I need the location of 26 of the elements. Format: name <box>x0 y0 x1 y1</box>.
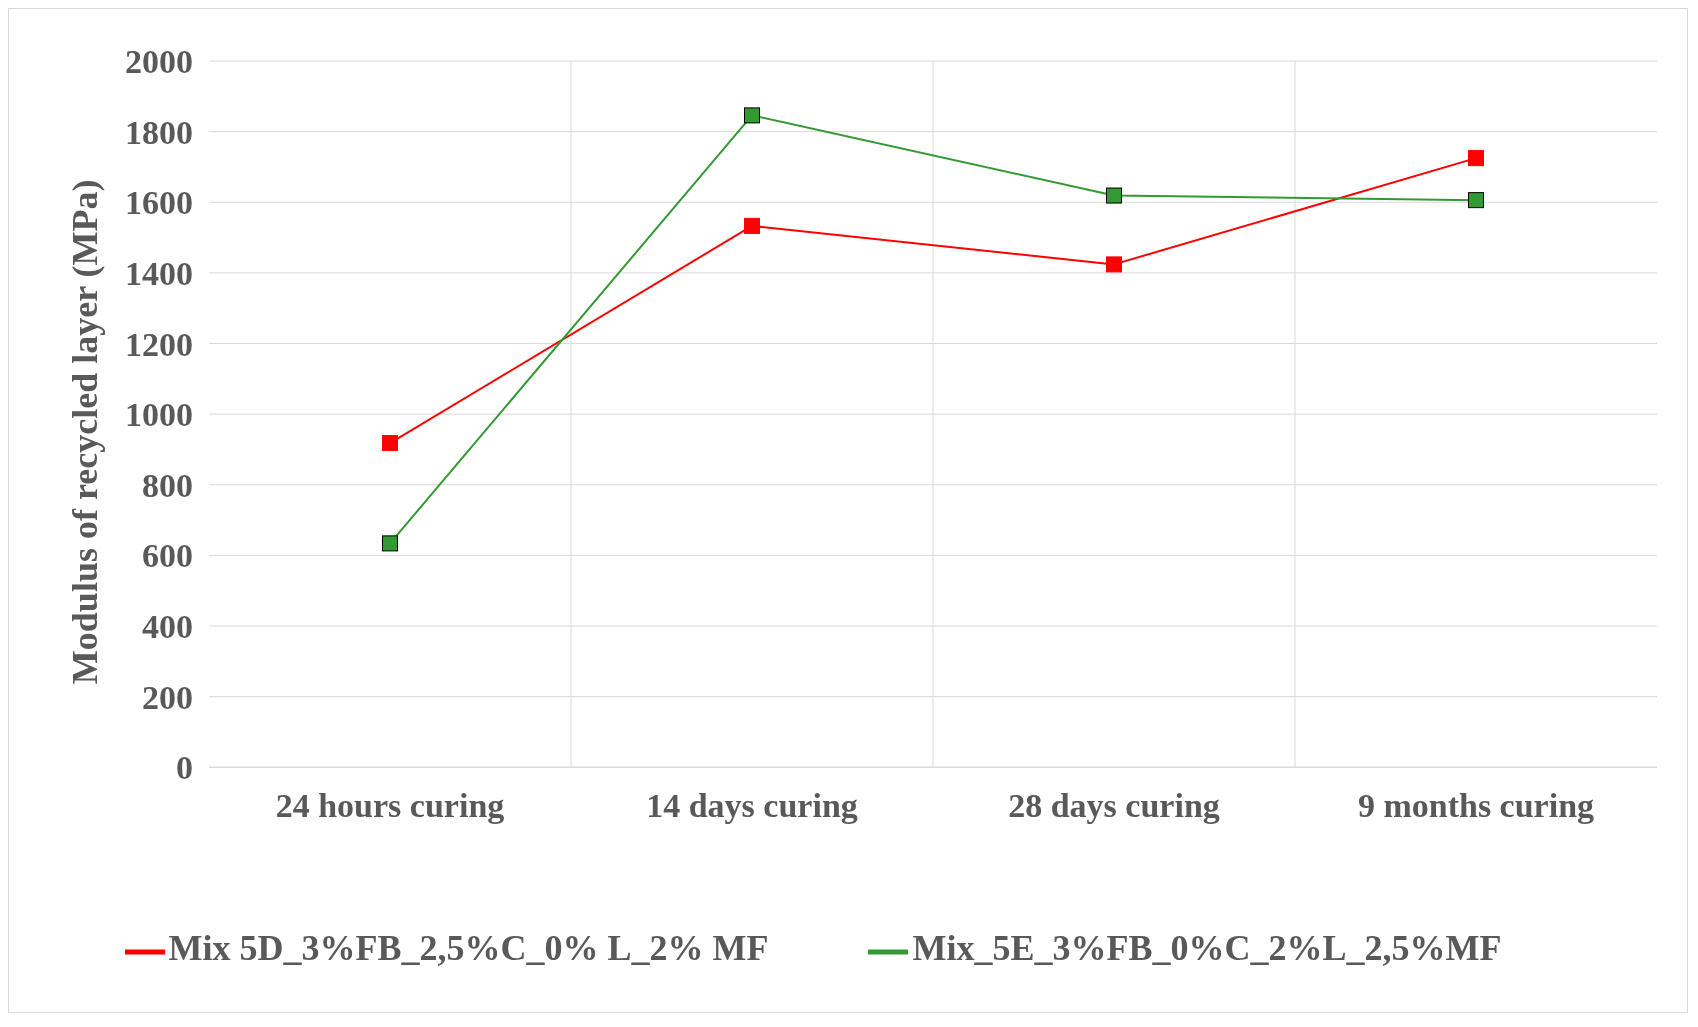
y-tick-label: 200 <box>142 678 193 716</box>
point <box>382 435 398 452</box>
point <box>744 107 760 124</box>
legend-label: Mix_5E_3%FB_0%C_2%L_2,5%MF <box>912 928 1502 969</box>
y-tick-label: 2000 <box>125 43 193 81</box>
point <box>744 217 760 234</box>
point <box>1468 192 1484 209</box>
x-tick-label: 14 days curing <box>646 787 858 825</box>
point <box>1468 150 1484 167</box>
y-tick-label: 1000 <box>125 396 193 434</box>
x-tick-label: 24 hours curing <box>275 787 505 825</box>
y-tick-label: 0 <box>176 749 193 787</box>
y-tick-label: 1800 <box>125 113 193 151</box>
x-tick-label: 28 days curing <box>1008 787 1220 825</box>
y-tick-label: 1600 <box>125 184 193 222</box>
x-tick-label: 9 months curing <box>1357 787 1595 825</box>
y-tick-label: 800 <box>142 466 193 504</box>
y-tick-label: 600 <box>142 537 193 575</box>
y-tick-label: 1400 <box>125 254 193 292</box>
point <box>382 535 398 552</box>
y-tick-label: 400 <box>142 608 193 646</box>
y-tick-label: 1200 <box>125 325 193 363</box>
y-axis-title: Modulus of recycled layer (MPa) <box>64 179 105 685</box>
point <box>1106 187 1122 204</box>
legend-label: Mix 5D_3%FB_2,5%C_0% L_2% MF <box>168 928 769 969</box>
point <box>1106 256 1122 273</box>
